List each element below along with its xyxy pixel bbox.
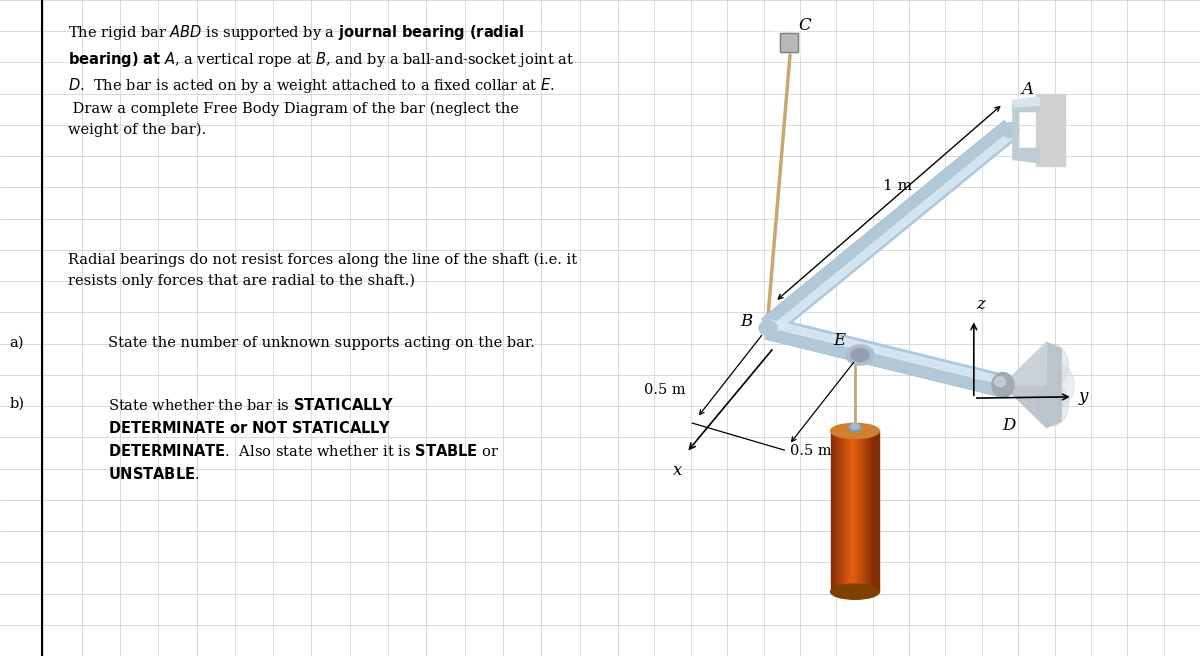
Bar	[844, 431, 845, 592]
Bar	[852, 431, 853, 592]
Ellipse shape	[830, 584, 880, 600]
Polygon shape	[768, 320, 1002, 384]
Bar	[875, 431, 876, 592]
Bar	[866, 431, 868, 592]
Ellipse shape	[851, 423, 859, 429]
Ellipse shape	[848, 423, 862, 432]
Text: x: x	[673, 462, 683, 480]
Polygon shape	[1003, 342, 1061, 428]
Ellipse shape	[1037, 344, 1068, 386]
Bar	[878, 431, 880, 592]
Bar	[848, 431, 850, 592]
Ellipse shape	[760, 321, 776, 335]
Bar	[847, 431, 848, 592]
Bar	[832, 431, 834, 592]
Bar	[834, 431, 835, 592]
Polygon shape	[768, 131, 1014, 335]
Ellipse shape	[830, 423, 880, 439]
Polygon shape	[1013, 97, 1039, 107]
Ellipse shape	[992, 373, 1014, 398]
Bar	[876, 431, 878, 592]
Text: Radial bearings do not resist forces along the line of the shaft (i.e. it
resist: Radial bearings do not resist forces alo…	[68, 253, 577, 287]
Ellipse shape	[1037, 383, 1068, 426]
Text: b): b)	[10, 397, 24, 411]
Bar	[842, 431, 844, 592]
Ellipse shape	[846, 345, 874, 365]
Ellipse shape	[769, 25, 810, 59]
Bar	[780, 33, 798, 52]
Text: a): a)	[10, 336, 24, 350]
Ellipse shape	[1042, 363, 1074, 406]
Bar	[850, 431, 852, 592]
Bar	[862, 431, 863, 592]
Text: C: C	[798, 17, 811, 34]
Polygon shape	[1013, 97, 1039, 163]
Ellipse shape	[760, 321, 776, 335]
Bar	[860, 431, 862, 592]
Bar	[868, 431, 870, 592]
Text: 0.5 m: 0.5 m	[643, 383, 685, 398]
Text: 0.5 m: 0.5 m	[790, 443, 832, 457]
Text: 1 m: 1 m	[883, 179, 912, 194]
Text: D: D	[1002, 417, 1015, 434]
Bar	[872, 431, 875, 592]
Bar	[857, 431, 858, 592]
Text: The rigid bar $\mathit{ABD}$ is supported by a $\mathbf{journal\ bearing\ (radia: The rigid bar $\mathit{ABD}$ is supporte…	[68, 23, 575, 136]
Text: B: B	[739, 313, 752, 330]
Text: E: E	[834, 332, 846, 349]
Ellipse shape	[781, 35, 799, 49]
Bar	[780, 33, 798, 52]
Ellipse shape	[995, 377, 1006, 386]
Bar	[835, 431, 838, 592]
Ellipse shape	[1001, 123, 1019, 137]
Bar	[840, 431, 842, 592]
Text: A: A	[1021, 81, 1033, 98]
Ellipse shape	[851, 348, 869, 361]
Bar	[853, 431, 854, 592]
Polygon shape	[1003, 342, 1046, 385]
Text: State whether the bar is $\mathbf{STATICALLY}$
$\mathbf{DETERMINATE\ or\ NOT\ ST: State whether the bar is $\mathbf{STATIC…	[108, 397, 499, 482]
Text: z: z	[977, 296, 985, 313]
Bar	[865, 431, 866, 592]
Polygon shape	[766, 328, 1000, 396]
Bar	[858, 431, 860, 592]
Bar	[863, 431, 865, 592]
Bar	[870, 431, 871, 592]
Ellipse shape	[775, 30, 804, 54]
Text: State the number of unknown supports acting on the bar.: State the number of unknown supports act…	[108, 336, 535, 350]
Bar	[845, 431, 847, 592]
Bar	[830, 431, 832, 592]
Bar	[854, 431, 857, 592]
Text: y: y	[1079, 388, 1088, 405]
Bar	[838, 431, 839, 592]
Bar	[871, 431, 872, 592]
Polygon shape	[762, 121, 1016, 337]
Polygon shape	[762, 121, 1010, 328]
Polygon shape	[1036, 94, 1066, 166]
Ellipse shape	[991, 378, 1009, 392]
Bar	[839, 431, 840, 592]
Polygon shape	[766, 317, 1002, 396]
